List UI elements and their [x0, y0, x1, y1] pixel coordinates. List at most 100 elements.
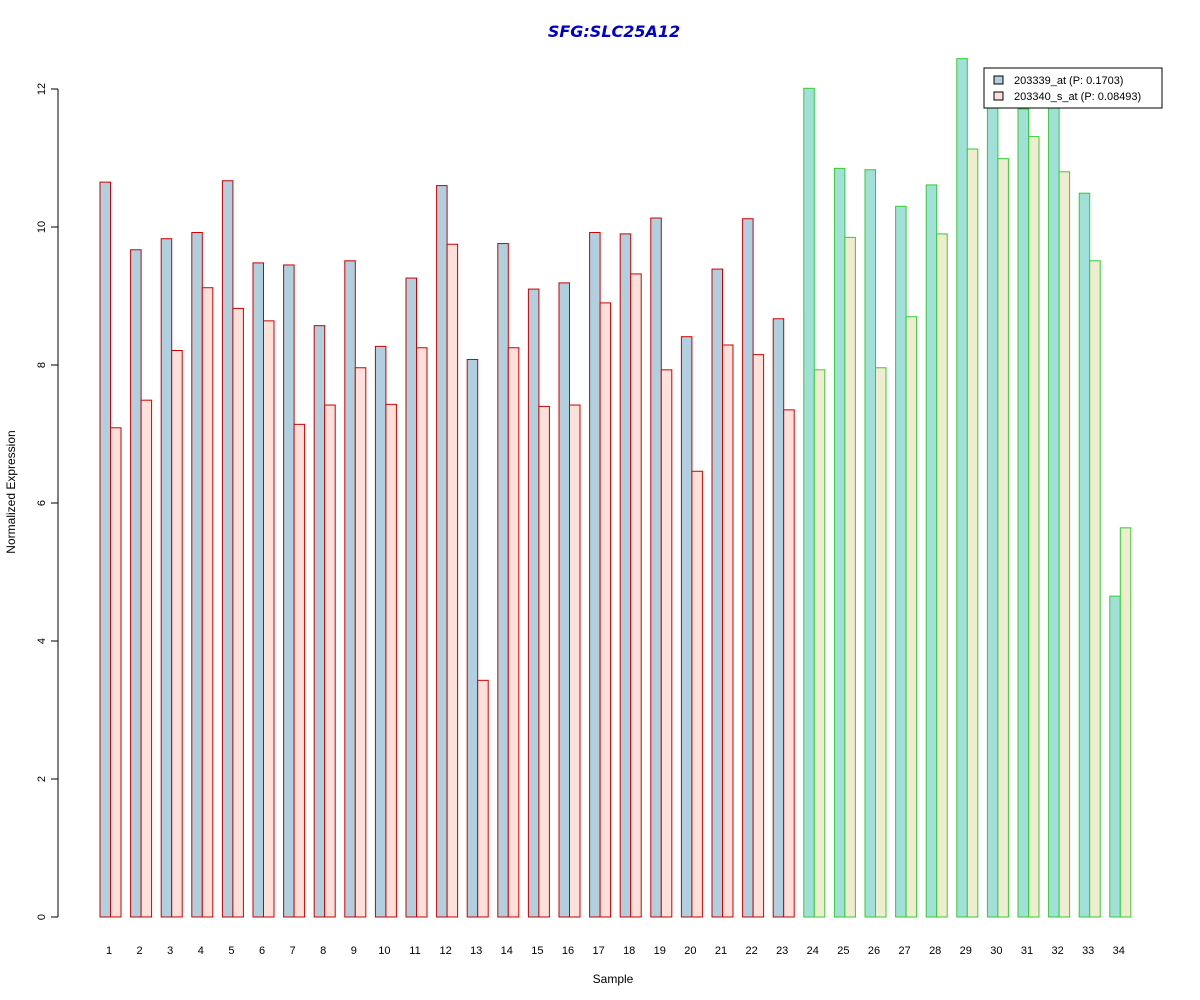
bar-sample-22-series-1	[742, 218, 754, 918]
bar-sample-26-series-2	[875, 367, 887, 918]
x-tick-label: 2	[137, 945, 143, 957]
bar-sample-15-series-2	[538, 405, 550, 918]
bar-sample-21-series-2	[722, 344, 734, 918]
bar-sample-7-series-1	[283, 264, 295, 918]
x-tick-label: 7	[290, 945, 296, 957]
bar-sample-24-series-2	[813, 369, 826, 918]
x-tick-label: 18	[623, 945, 635, 957]
bar-sample-4-series-1	[191, 232, 203, 918]
bar-sample-29-series-2	[966, 148, 979, 918]
x-tick-label: 21	[715, 945, 727, 957]
bar-sample-25-series-1	[833, 167, 846, 918]
bar-sample-6-series-1	[252, 262, 264, 918]
bar-sample-26-series-1	[864, 169, 876, 918]
x-tick-labels: 1 2 3 4 5 6 7 8 9 10 11 12 13 14 15 16 17 18 19 20 21 22 23 24 2…	[106, 945, 1125, 957]
x-tick-label: 19	[654, 945, 666, 957]
x-tick-label: 30	[990, 945, 1002, 957]
bar-sample-20-series-1	[680, 336, 693, 918]
x-tick-label: 34	[1113, 945, 1125, 957]
legend-label-2: 203340_s_at (P: 0.08493)	[1014, 91, 1141, 103]
bar-sample-18-series-1	[619, 233, 632, 918]
x-tick-label: 5	[228, 945, 234, 957]
y-tick-label: 2	[36, 776, 48, 782]
bar-sample-4-series-2	[201, 287, 214, 918]
x-tick-label: 27	[898, 945, 910, 957]
x-tick-label: 8	[320, 945, 326, 957]
legend-swatch-1	[993, 75, 1004, 85]
bar-sample-11-series-1	[405, 277, 417, 918]
bar-sample-31-series-2	[1028, 136, 1040, 918]
bar-sample-16-series-2	[569, 404, 581, 918]
bar-sample-20-series-2	[691, 470, 703, 918]
bar-sample-1-series-2	[110, 427, 122, 918]
bar-sample-19-series-2	[660, 369, 673, 918]
x-tick-label: 26	[868, 945, 880, 957]
x-tick-label: 13	[470, 945, 482, 957]
legend: 203339_at (P: 0.1703) 203340_s_at (P: 0.0…	[983, 67, 1163, 109]
bar-sample-7-series-2	[293, 423, 306, 918]
bar-sample-10-series-1	[374, 345, 387, 918]
legend-label-1: 203339_at (P: 0.1703)	[1014, 75, 1123, 87]
bar-sample-3-series-1	[160, 238, 173, 918]
bar-sample-22-series-2	[752, 354, 765, 918]
x-tick-label: 6	[259, 945, 265, 957]
bar-sample-8-series-2	[324, 404, 336, 918]
bar-sample-31-series-1	[1017, 108, 1029, 918]
bar-sample-14-series-2	[507, 347, 520, 918]
x-tick-label: 10	[378, 945, 390, 957]
x-tick-label: 32	[1051, 945, 1063, 957]
bar-sample-33-series-1	[1078, 192, 1091, 918]
bar-sample-5-series-2	[232, 307, 244, 918]
x-tick-label: 20	[684, 945, 696, 957]
bar-sample-34-series-2	[1119, 527, 1132, 918]
x-tick-label: 9	[351, 945, 357, 957]
bar-sample-23-series-1	[772, 318, 785, 918]
bar-sample-18-series-2	[630, 273, 642, 918]
x-tick-label: 22	[745, 945, 757, 957]
bar-sample-15-series-1	[527, 288, 540, 918]
bar-sample-32-series-2	[1058, 171, 1071, 918]
bar-sample-17-series-1	[589, 232, 601, 918]
y-axis: 0 2 4 6 8 10 12	[36, 83, 59, 920]
x-tick-label: 11	[409, 945, 420, 957]
bar-sample-1-series-1	[99, 181, 111, 918]
x-tick-label: 14	[501, 945, 513, 957]
x-tick-label: 16	[562, 945, 574, 957]
bar-sample-17-series-2	[599, 302, 612, 918]
bar-sample-2-series-1	[130, 249, 142, 918]
bar-sample-9-series-1	[344, 260, 356, 918]
y-tick-label: 12	[36, 83, 48, 95]
x-tick-label: 3	[167, 945, 173, 957]
y-axis-label: Normalized Expression	[4, 430, 18, 553]
x-tick-label: 25	[837, 945, 849, 957]
x-tick-label: 17	[592, 945, 604, 957]
x-tick-label: 24	[807, 945, 819, 957]
bar-sample-10-series-2	[385, 403, 397, 918]
y-tick-label: 6	[36, 500, 48, 506]
bar-sample-2-series-2	[140, 399, 153, 918]
bars	[99, 58, 1132, 918]
y-tick-label: 4	[36, 638, 48, 644]
legend-swatch-2	[993, 91, 1004, 101]
bar-sample-34-series-1	[1109, 595, 1121, 918]
x-tick-label: 28	[929, 945, 941, 957]
bar-sample-29-series-1	[956, 58, 968, 918]
x-tick-label: 31	[1021, 945, 1033, 957]
bar-sample-5-series-1	[221, 180, 234, 918]
x-tick-label: 23	[776, 945, 788, 957]
bar-sample-24-series-1	[803, 87, 815, 918]
bar-sample-30-series-1	[986, 107, 999, 918]
chart-title: SFG:SLC25A12	[548, 22, 680, 41]
bar-sample-33-series-2	[1089, 260, 1101, 918]
bar-sample-27-series-2	[905, 316, 918, 918]
bar-sample-21-series-1	[711, 268, 723, 918]
x-tick-label: 29	[960, 945, 972, 957]
bar-sample-11-series-2	[416, 347, 428, 918]
bar-sample-13-series-2	[477, 679, 489, 918]
legend-box	[983, 67, 1163, 109]
bar-sample-16-series-1	[558, 282, 570, 918]
x-tick-label: 15	[531, 945, 543, 957]
bar-sample-28-series-1	[925, 184, 938, 918]
bar-sample-32-series-1	[1048, 107, 1060, 918]
bar-sample-25-series-2	[844, 236, 856, 918]
